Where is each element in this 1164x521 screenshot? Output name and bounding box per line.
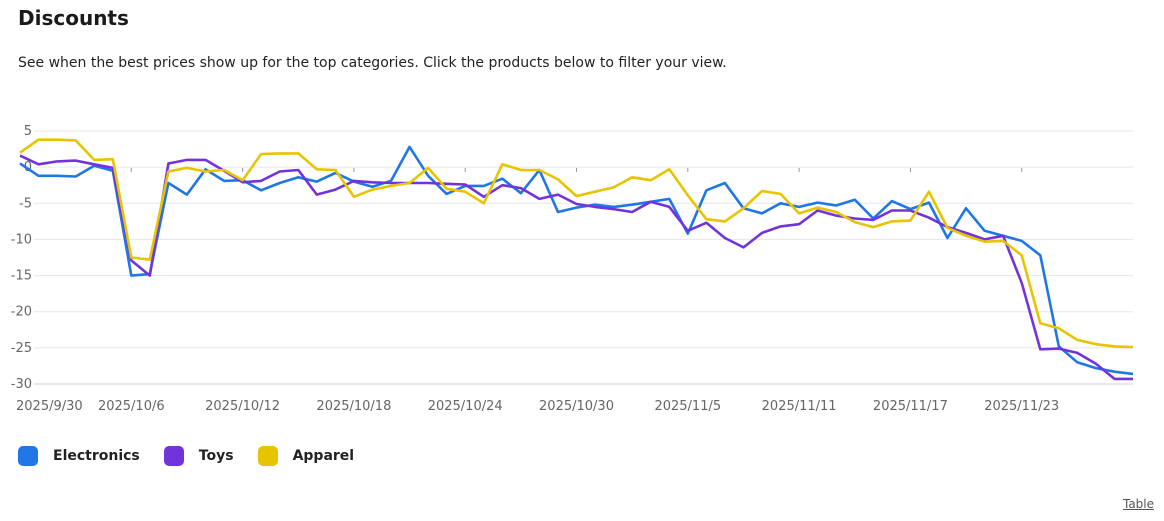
series-lines: [19, 138, 1134, 381]
legend-label: Electronics: [53, 448, 140, 464]
y-tick-label: -20: [11, 305, 32, 320]
y-tick-label: -10: [11, 232, 32, 247]
table-link[interactable]: Table: [1122, 497, 1154, 511]
x-tick-label: 2025/10/6: [98, 399, 165, 414]
y-tick-label: 5: [24, 124, 32, 139]
series-line-electronics[interactable]: [19, 145, 1134, 376]
y-tick-label: -25: [11, 341, 32, 356]
grid-lines: 50-5-10-15-20-25-30: [11, 124, 1133, 392]
legend-item-apparel[interactable]: Apparel: [257, 446, 355, 466]
x-tick-label: 2025/10/30: [539, 399, 614, 414]
electronics-swatch: [18, 446, 38, 466]
page-title: Discounts: [18, 6, 129, 30]
x-axis: 2025/9/30 2025/10/6 2025/10/12 2025/10/18 20…: [16, 168, 1059, 414]
x-tick-label: 2025/10/18: [316, 399, 391, 414]
legend-item-electronics[interactable]: Electronics: [18, 446, 140, 466]
y-tick-label: -5: [19, 196, 32, 211]
x-tick-label: 2025/11/5: [654, 399, 721, 414]
legend-item-toys[interactable]: Toys: [163, 446, 234, 466]
series-line-toys[interactable]: [19, 154, 1133, 381]
x-tick-label: 2025/10/12: [205, 399, 280, 414]
discount-line-chart: 50-5-10-15-20-25-30 2025/9/30 2025/10/6 20…: [11, 124, 1134, 414]
x-tick-label: 2025/9/30: [16, 399, 83, 414]
apparel-swatch: [257, 446, 278, 466]
y-tick-label: -30: [11, 377, 32, 392]
legend: Electronics Toys Apparel: [18, 446, 378, 466]
series-line-apparel[interactable]: [19, 138, 1134, 349]
x-tick-label: 2025/11/23: [984, 399, 1059, 414]
x-tick-label: 2025/11/11: [762, 399, 837, 414]
page-subtitle: See when the best prices show up for the…: [18, 55, 727, 71]
x-tick-label: 2025/11/17: [873, 399, 948, 414]
toys-swatch: [163, 446, 184, 466]
y-tick-label: -15: [11, 269, 32, 284]
legend-label: Apparel: [292, 448, 355, 464]
x-tick-label: 2025/10/24: [428, 399, 503, 414]
legend-label: Toys: [198, 448, 234, 464]
